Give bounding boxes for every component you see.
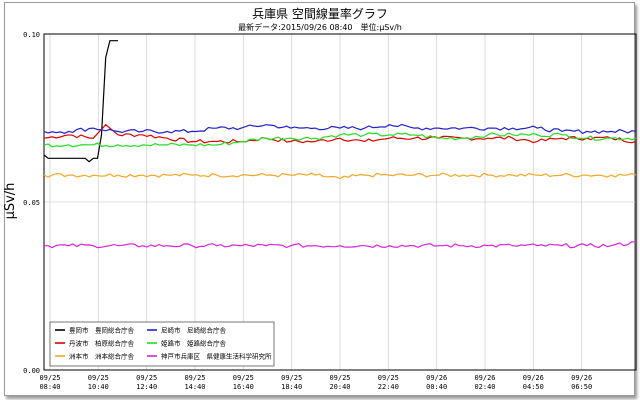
x-tick-label: 09/25 — [329, 374, 350, 382]
legend-label: 神戸市兵庫区 県健康生活科学研究所 — [161, 352, 272, 361]
x-tick-label: 02:40 — [474, 383, 495, 391]
x-tick-label: 09/25 — [281, 374, 302, 382]
x-tick-label: 22:40 — [378, 383, 399, 391]
y-tick-label: 0.05 — [23, 199, 40, 207]
plot-area — [43, 33, 637, 371]
x-tick-label: 09/26 — [474, 374, 495, 382]
x-tick-label: 09/25 — [39, 374, 60, 382]
legend-label: 尼崎市 尼崎総合庁舎 — [161, 326, 227, 335]
series-lines — [43, 40, 637, 249]
x-tick-label: 09/25 — [378, 374, 399, 382]
x-tick-label: 16:40 — [233, 383, 254, 391]
x-tick-label: 10:40 — [88, 383, 109, 391]
legend-label: 丹波市 柏原総合庁舎 — [69, 339, 135, 348]
x-tick-label: 20:40 — [329, 383, 350, 391]
x-tick-label: 14:40 — [184, 383, 205, 391]
x-tick-label: 09/26 — [523, 374, 544, 382]
legend-box — [49, 321, 275, 367]
series-line — [43, 132, 637, 148]
x-tick-label: 09/25 — [88, 374, 109, 382]
x-tick-label: 09/25 — [184, 374, 205, 382]
chart-subtitle: 最新データ:2015/09/26 08:40 単位:μSv/h — [238, 22, 402, 32]
x-tick-label: 09/25 — [136, 374, 157, 382]
series-line — [44, 241, 637, 249]
x-tick-label: 00:40 — [426, 383, 447, 391]
y-tick-label: 0.10 — [23, 31, 40, 39]
series-line — [43, 123, 637, 135]
x-tick-label: 12:40 — [136, 383, 157, 391]
x-tick-label: 09/25 — [233, 374, 254, 382]
x-tick-label: 09/26 — [426, 374, 447, 382]
x-tick-label: 09/26 — [571, 374, 592, 382]
chart-title: 兵庫県 空間線量率グラフ — [252, 6, 388, 21]
grid — [44, 33, 636, 371]
y-axis-label: μSv/h — [3, 183, 18, 220]
series-line — [43, 40, 118, 163]
x-tick-label: 06:50 — [571, 383, 592, 391]
legend-label: 豊岡市 豊岡総合庁舎 — [69, 326, 135, 335]
legend-label: 姫路市 姫路総合庁舎 — [161, 339, 227, 348]
series-line — [43, 172, 637, 180]
legend-label: 洲本市 洲本総合庁舎 — [69, 352, 135, 361]
x-ticks: 09/2508:4009/2510:4009/2512:4009/2514:40… — [39, 374, 592, 391]
x-tick-label: 18:40 — [281, 383, 302, 391]
series-line — [43, 123, 637, 144]
y-tick-label: 0.00 — [23, 367, 40, 375]
y-ticks: 0.10 0.05 0.00 — [23, 31, 40, 375]
x-tick-label: 08:40 — [39, 383, 60, 391]
x-tick-label: 04:50 — [523, 383, 544, 391]
